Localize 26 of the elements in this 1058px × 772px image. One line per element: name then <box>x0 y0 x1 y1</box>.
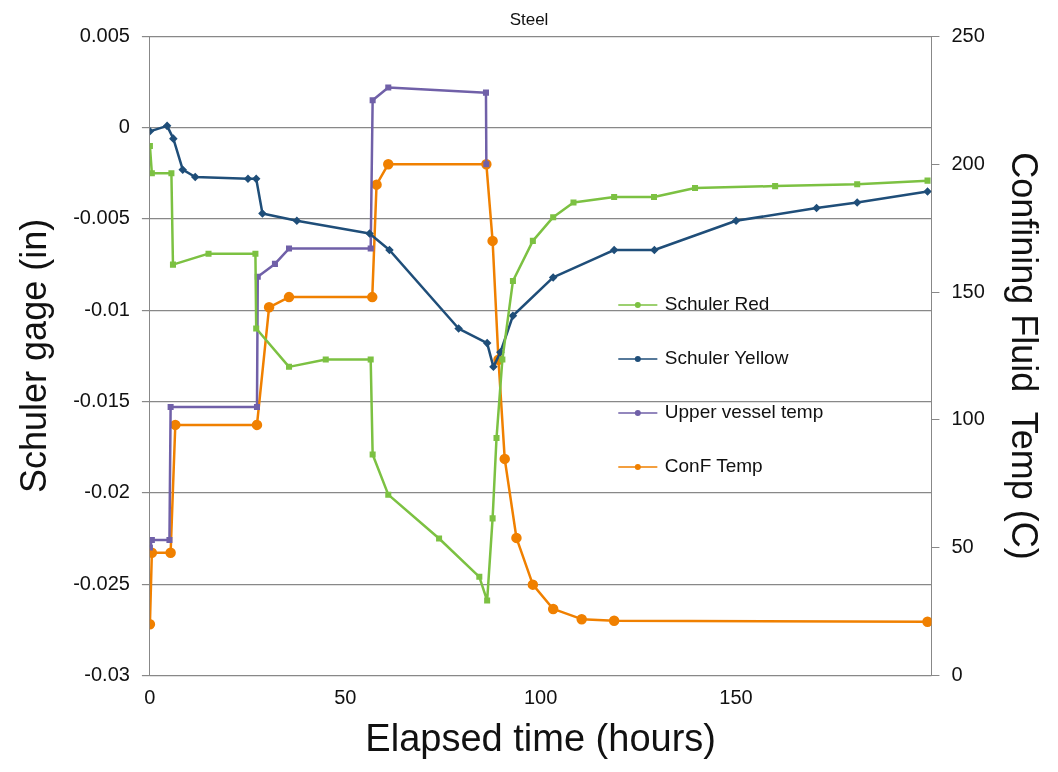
x-tick-label: 150 <box>719 685 753 708</box>
y2-tick-label: 100 <box>951 407 985 430</box>
y2-axis-title: Confining Fluid Temp (C) <box>1004 152 1046 560</box>
x-tick-label: 50 <box>334 685 357 708</box>
y2-tick-label: 150 <box>951 279 985 302</box>
x-tick-label: 0 <box>144 685 156 708</box>
y-tick-label: -0.015 <box>73 389 130 412</box>
x-axis-title: Elapsed time (hours) <box>365 716 716 759</box>
y-tick-label: -0.025 <box>73 571 130 594</box>
y-tick-label: 0 <box>118 115 130 138</box>
legend-label: Schuler Yellow <box>664 347 789 369</box>
legend-label: ConF Temp <box>664 455 763 477</box>
y-tick-label: -0.02 <box>84 480 130 503</box>
legend-label: Upper vessel temp <box>664 401 824 423</box>
y2-tick-label: 0 <box>951 662 963 685</box>
y-tick-label: -0.005 <box>73 206 130 229</box>
y-tick-label: -0.03 <box>84 662 130 685</box>
y-tick-label: 0.005 <box>79 23 130 46</box>
x-tick-label: 100 <box>523 685 558 708</box>
y2-tick-label: 200 <box>951 151 985 174</box>
y2-tick-label: 50 <box>951 535 974 558</box>
legend-label: Schuler Red <box>664 293 770 315</box>
y-tick-label: -0.01 <box>84 297 130 320</box>
y-axis-title: Schuler gage (in) <box>12 218 54 493</box>
y2-tick-label: 250 <box>951 23 985 46</box>
chart-title: Steel <box>509 9 549 29</box>
